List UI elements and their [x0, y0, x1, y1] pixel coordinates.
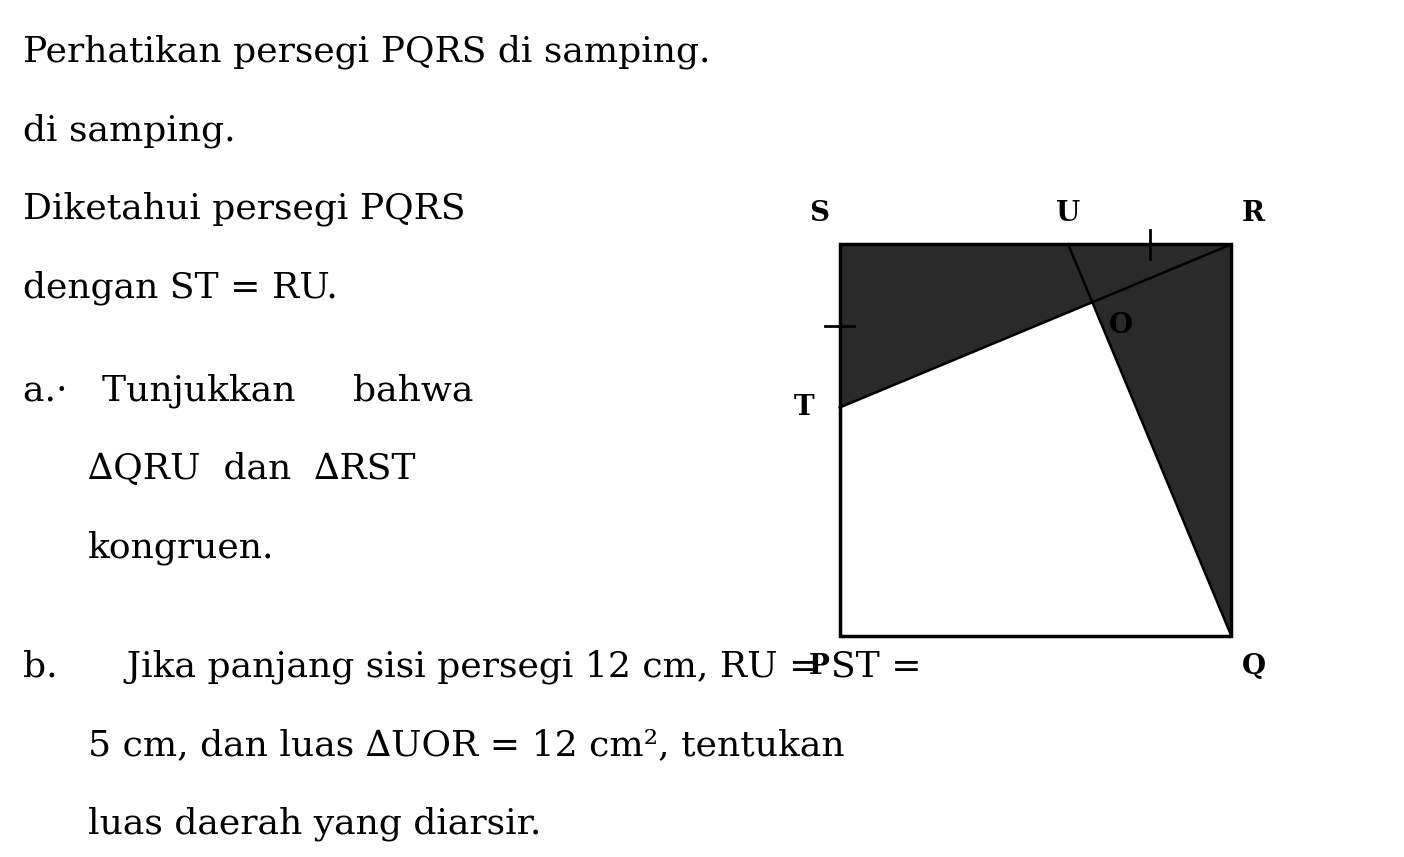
Text: ∆QRU  dan  ∆RST: ∆QRU dan ∆RST	[88, 452, 416, 486]
Text: Perhatikan persegi PQRS di samping.: Perhatikan persegi PQRS di samping.	[22, 34, 710, 69]
Polygon shape	[840, 244, 1231, 636]
Text: T: T	[793, 394, 814, 421]
Text: kongruen.: kongruen.	[88, 531, 275, 566]
Text: Diketahui persegi PQRS: Diketahui persegi PQRS	[22, 192, 466, 226]
Text: b.      Jika panjang sisi persegi 12 cm, RU = ST =: b. Jika panjang sisi persegi 12 cm, RU =…	[22, 650, 921, 684]
Text: R: R	[1243, 201, 1265, 227]
Text: O: O	[1109, 312, 1133, 339]
Text: 5 cm, dan luas ∆UOR = 12 cm², tentukan: 5 cm, dan luas ∆UOR = 12 cm², tentukan	[88, 728, 845, 762]
Text: luas daerah yang diarsir.: luas daerah yang diarsir.	[88, 807, 542, 842]
Text: P: P	[809, 653, 830, 680]
Text: U: U	[1056, 201, 1080, 227]
Text: di samping.: di samping.	[22, 113, 236, 147]
Text: S: S	[809, 201, 830, 227]
Text: Q: Q	[1243, 653, 1266, 680]
Text: dengan ST = RU.: dengan ST = RU.	[22, 271, 338, 305]
Text: a.·   Tunjukkan     bahwa: a.· Tunjukkan bahwa	[22, 374, 473, 408]
Polygon shape	[1068, 244, 1231, 636]
Polygon shape	[840, 244, 1092, 407]
